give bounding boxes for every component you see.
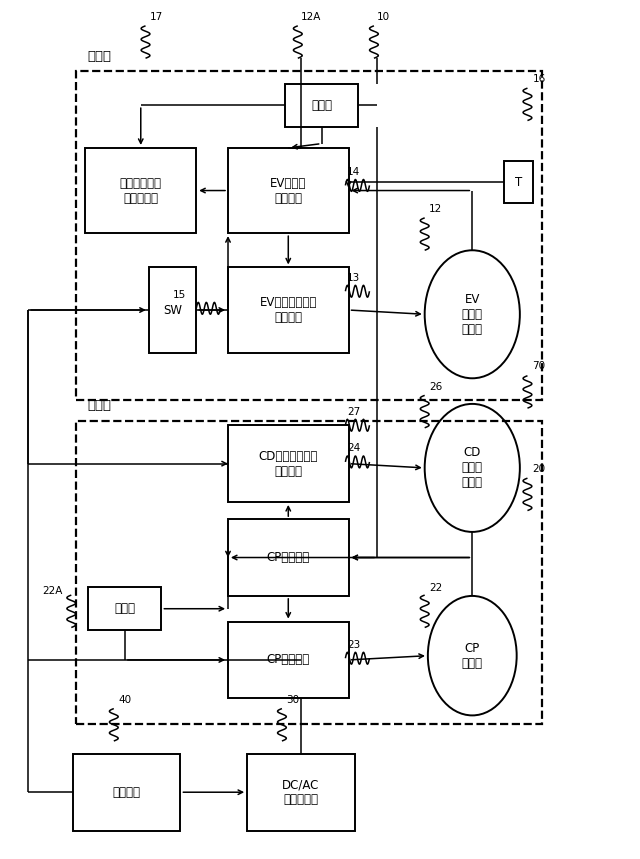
FancyBboxPatch shape: [247, 754, 355, 831]
Text: 回転数: 回転数: [115, 602, 136, 615]
Text: バッテリ: バッテリ: [113, 786, 141, 799]
Text: 15: 15: [173, 289, 186, 300]
Text: 22A: 22A: [42, 586, 63, 596]
FancyBboxPatch shape: [228, 425, 349, 502]
Text: 12A: 12A: [301, 12, 321, 22]
Text: CP
モータ: CP モータ: [462, 642, 483, 670]
Text: SW: SW: [163, 303, 182, 316]
Text: 27: 27: [348, 406, 360, 417]
Text: 14: 14: [348, 167, 360, 177]
FancyBboxPatch shape: [285, 84, 358, 126]
Text: DC/AC
インバータ: DC/AC インバータ: [282, 778, 319, 807]
FancyBboxPatch shape: [85, 148, 196, 233]
FancyBboxPatch shape: [228, 148, 349, 233]
Text: 20: 20: [532, 464, 546, 474]
FancyBboxPatch shape: [88, 588, 161, 630]
Text: EV
ファン
モータ: EV ファン モータ: [462, 293, 483, 336]
Text: CDファンモータ
駆動回路: CDファンモータ 駆動回路: [259, 449, 318, 478]
Text: EVファンモータ
駆動回路: EVファンモータ 駆動回路: [260, 296, 317, 324]
FancyBboxPatch shape: [228, 267, 349, 353]
Text: 室内機: 室内機: [87, 50, 111, 63]
Text: 30: 30: [286, 695, 300, 705]
Text: CD
ファン
モータ: CD ファン モータ: [462, 447, 483, 490]
Text: 室外機: 室外機: [87, 399, 111, 412]
FancyBboxPatch shape: [504, 161, 532, 204]
Text: T: T: [515, 175, 522, 188]
FancyBboxPatch shape: [228, 519, 349, 596]
Text: 22: 22: [429, 583, 442, 594]
FancyBboxPatch shape: [148, 267, 196, 353]
Text: 26: 26: [429, 382, 442, 392]
Text: 23: 23: [348, 640, 360, 649]
Text: 40: 40: [118, 695, 131, 705]
Text: CP制御回路: CP制御回路: [267, 551, 310, 564]
Text: 回転数: 回転数: [311, 99, 332, 112]
Text: 入出力インタ
フェース部: 入出力インタ フェース部: [120, 177, 162, 204]
Text: EVファン
制御回路: EVファン 制御回路: [270, 177, 307, 204]
Text: 17: 17: [150, 12, 163, 22]
Text: 16: 16: [532, 74, 546, 84]
Text: CP駆動回路: CP駆動回路: [267, 654, 310, 667]
Text: 13: 13: [348, 272, 360, 283]
FancyBboxPatch shape: [72, 754, 180, 831]
Text: 12: 12: [429, 204, 442, 215]
FancyBboxPatch shape: [228, 622, 349, 698]
Text: 10: 10: [377, 12, 390, 22]
Text: 70: 70: [532, 362, 546, 371]
Text: 24: 24: [348, 443, 360, 454]
